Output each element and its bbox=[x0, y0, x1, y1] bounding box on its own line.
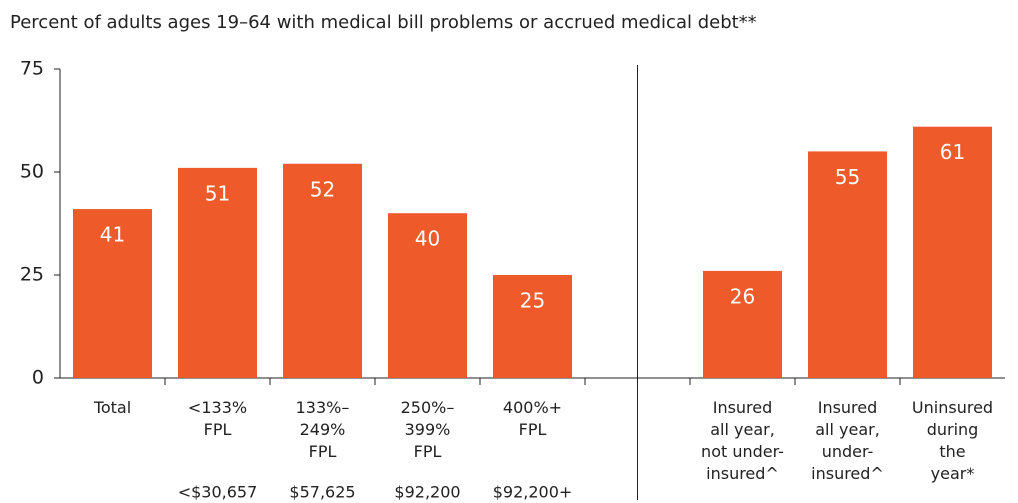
x-tick-label-line: FPL bbox=[519, 420, 547, 439]
x-tick-label-line: during bbox=[927, 420, 979, 439]
x-tick-label-line: year* bbox=[931, 464, 975, 483]
y-tick-label: 75 bbox=[20, 58, 44, 80]
bar bbox=[703, 270, 782, 378]
x-tick-label: 250%– 399% FPL bbox=[401, 398, 455, 461]
x-tick-label-line: <133% bbox=[188, 398, 247, 417]
x-tick-label-line: all year, bbox=[815, 420, 880, 439]
x-tick-label-line: FPL bbox=[414, 442, 442, 461]
x-tick-label: Total bbox=[93, 398, 131, 417]
x-tick-label: 400%+ FPL bbox=[503, 398, 562, 439]
income-label: $92,200+ bbox=[493, 483, 573, 502]
x-tick-label-line: 133%– bbox=[296, 398, 350, 417]
x-tick-label: Insured all year, not under-insured^ bbox=[701, 398, 784, 483]
x-tick-label-line: insured^ bbox=[811, 464, 884, 483]
bar bbox=[388, 213, 467, 378]
x-tick-label-line: Total bbox=[93, 398, 131, 417]
y-tick-label: 0 bbox=[32, 367, 44, 389]
value-label: 26 bbox=[730, 284, 755, 308]
value-label: 55 bbox=[835, 165, 860, 189]
bar bbox=[283, 163, 362, 378]
x-tick-label-line: 250%– bbox=[401, 398, 455, 417]
value-label: 52 bbox=[310, 177, 335, 201]
x-tick-label-line: Insured bbox=[713, 398, 773, 417]
x-tick-label-line: not under- bbox=[701, 442, 784, 461]
x-tick-label-line: Insured bbox=[818, 398, 878, 417]
x-tick-label-line: 249% bbox=[300, 420, 346, 439]
x-tick-label: <133% FPL bbox=[188, 398, 247, 439]
income-label: <$30,657 bbox=[178, 483, 258, 502]
bar bbox=[808, 151, 887, 378]
x-tick-label: Uninsured during the year* bbox=[912, 398, 993, 483]
bar bbox=[178, 167, 257, 378]
x-tick-label-line: FPL bbox=[204, 420, 232, 439]
y-tick-label: 50 bbox=[20, 161, 44, 183]
x-tick-label: 133%– 249% FPL bbox=[296, 398, 350, 461]
x-tick-label-line: 400%+ bbox=[503, 398, 562, 417]
x-tick-label: Insured all year, under-insured^ bbox=[811, 398, 884, 483]
value-label: 51 bbox=[205, 181, 230, 205]
income-label: $57,625 bbox=[289, 483, 355, 502]
x-tick-label-line: all year, bbox=[710, 420, 775, 439]
income-label: $92,200 bbox=[394, 483, 460, 502]
bar bbox=[73, 209, 152, 378]
x-tick-label-line: FPL bbox=[309, 442, 337, 461]
value-label: 25 bbox=[520, 289, 545, 313]
bar bbox=[493, 275, 572, 378]
x-tick-label-line: insured^ bbox=[706, 464, 779, 483]
chart-title: Percent of adults ages 19–64 with medica… bbox=[10, 12, 757, 33]
value-label: 61 bbox=[940, 140, 965, 164]
x-tick-label-line: Uninsured bbox=[912, 398, 993, 417]
x-tick-label-line: under- bbox=[822, 442, 874, 461]
bar bbox=[913, 126, 992, 379]
value-label: 40 bbox=[415, 227, 440, 251]
y-tick-label: 25 bbox=[20, 264, 44, 286]
value-label: 41 bbox=[100, 223, 125, 247]
x-tick-label-line: 399% bbox=[405, 420, 451, 439]
x-tick-label-line: the bbox=[939, 442, 965, 461]
